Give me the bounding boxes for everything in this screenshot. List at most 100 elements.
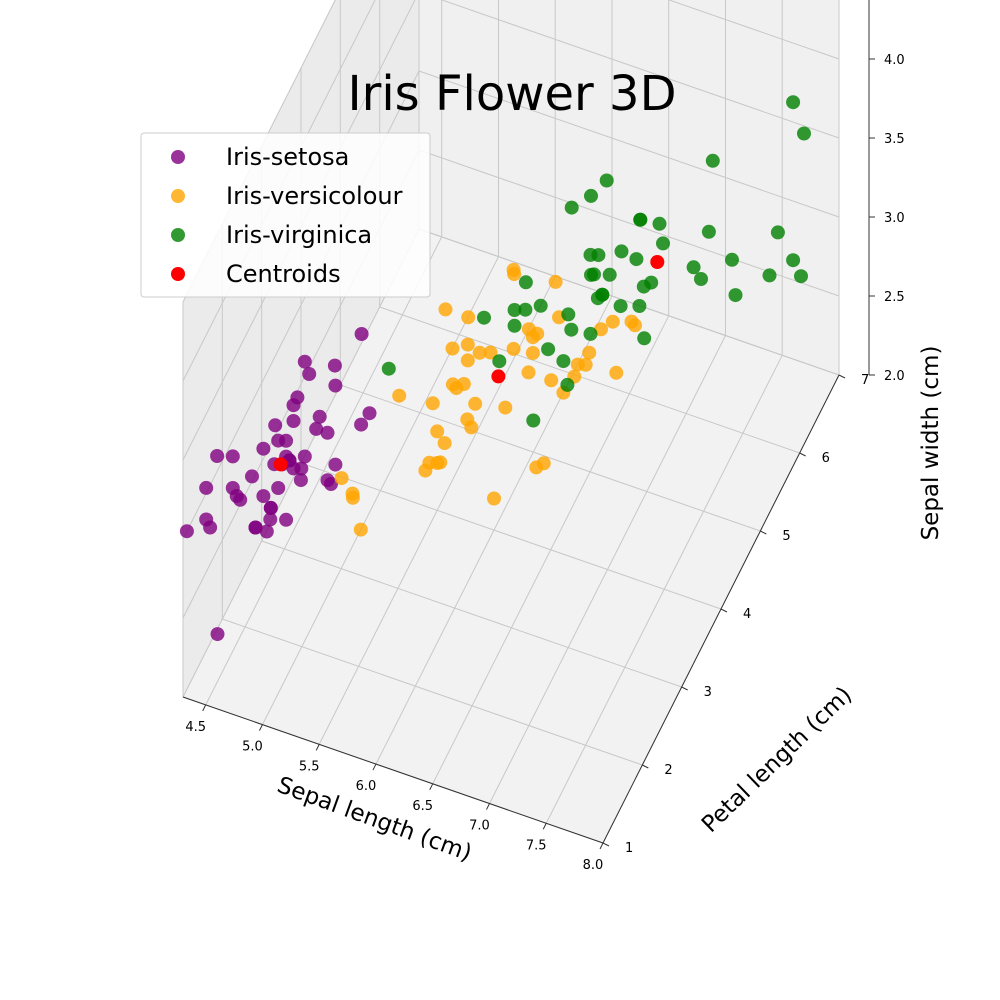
data-point (334, 471, 349, 486)
data-point (637, 331, 652, 346)
data-point (345, 486, 360, 501)
data-point (179, 524, 194, 539)
data-point (686, 260, 701, 275)
z-tick-label: 3.0 (884, 211, 905, 226)
data-point (477, 310, 491, 325)
data-point (521, 322, 536, 337)
data-point (564, 322, 579, 337)
data-point (705, 153, 720, 168)
data-point (392, 388, 407, 403)
data-point (381, 361, 396, 376)
legend: Iris-setosa Iris-versicolour Iris-virginic… (140, 132, 431, 298)
y-tick-mark (760, 530, 767, 535)
centroid-point (491, 369, 506, 384)
data-point (483, 345, 498, 360)
data-point (199, 480, 214, 495)
data-point (507, 318, 522, 333)
data-point (354, 327, 369, 341)
data-point (210, 627, 225, 642)
legend-label: Iris-setosa (226, 143, 349, 171)
data-point (437, 436, 452, 451)
data-point (456, 377, 471, 391)
y-tick-label: 5 (782, 529, 790, 544)
x-tick-mark (542, 823, 547, 830)
data-point (613, 299, 628, 314)
data-point (633, 212, 648, 227)
y-tick-mark (681, 686, 688, 691)
data-points (179, 95, 811, 642)
data-point (656, 236, 670, 251)
y-tick-label: 4 (743, 607, 751, 622)
data-point (594, 322, 608, 337)
x-tick-label: 6.0 (356, 779, 377, 794)
legend-marker (171, 267, 185, 281)
y-tick-mark (720, 608, 728, 613)
data-point (418, 463, 433, 478)
data-point (584, 188, 598, 203)
data-point (694, 272, 708, 286)
data-point (430, 424, 445, 439)
data-point (445, 341, 460, 356)
legend-label: Centroids (226, 260, 341, 288)
data-point (701, 224, 716, 239)
data-point (433, 455, 448, 470)
data-point (293, 473, 308, 488)
data-point (591, 248, 606, 263)
data-point (353, 522, 368, 537)
data-point (725, 252, 739, 267)
data-point (324, 477, 338, 491)
data-point (762, 268, 777, 283)
data-point (487, 491, 501, 506)
data-point (518, 275, 533, 290)
data-point (245, 469, 259, 484)
data-point (533, 298, 548, 313)
data-point (624, 314, 639, 329)
data-point (786, 253, 801, 268)
data-point (518, 302, 533, 317)
data-point (582, 345, 597, 360)
data-point (286, 461, 301, 476)
data-point (312, 409, 327, 424)
data-point (297, 449, 312, 464)
data-point (302, 367, 317, 381)
y-tick-mark (838, 374, 846, 379)
data-point (548, 274, 563, 289)
data-point (507, 303, 522, 317)
data-point (290, 390, 305, 405)
data-point (328, 378, 343, 393)
data-point (199, 512, 214, 527)
data-point (259, 524, 274, 539)
data-point (570, 357, 585, 372)
data-point (279, 512, 294, 527)
data-point (561, 307, 576, 322)
data-point (536, 456, 551, 471)
data-point (786, 95, 801, 110)
data-point (256, 489, 271, 504)
data-point (256, 441, 271, 456)
data-point (583, 326, 598, 341)
data-point (602, 267, 617, 282)
x-tick-label: 8.0 (583, 858, 604, 873)
y-tick-label: 7 (861, 373, 869, 388)
legend-label: Iris-versicolour (226, 182, 403, 210)
data-point (728, 288, 743, 303)
x-tick-label: 7.0 (469, 819, 490, 834)
y-tick-label: 1 (625, 841, 633, 856)
legend-box (140, 132, 431, 298)
x-axis-line (182, 696, 604, 844)
data-point (506, 341, 521, 356)
tick-labels: 4.5 5.0 5.5 6.0 6.5 7.0 7.5 8.0 1 2 3 4 5 6 7 2.0 2.5 3.0… (185, 53, 905, 873)
data-point (438, 302, 453, 317)
data-point (464, 420, 479, 435)
data-point (472, 345, 487, 360)
data-point (506, 262, 521, 277)
x-tick-mark (486, 803, 490, 810)
data-point (225, 481, 240, 495)
data-point (629, 252, 644, 267)
data-point (468, 396, 483, 411)
data-point (297, 354, 312, 369)
x-tick-label: 7.5 (526, 838, 547, 853)
z-tick-label: 2.0 (884, 369, 905, 384)
x-tick-mark (259, 724, 263, 731)
